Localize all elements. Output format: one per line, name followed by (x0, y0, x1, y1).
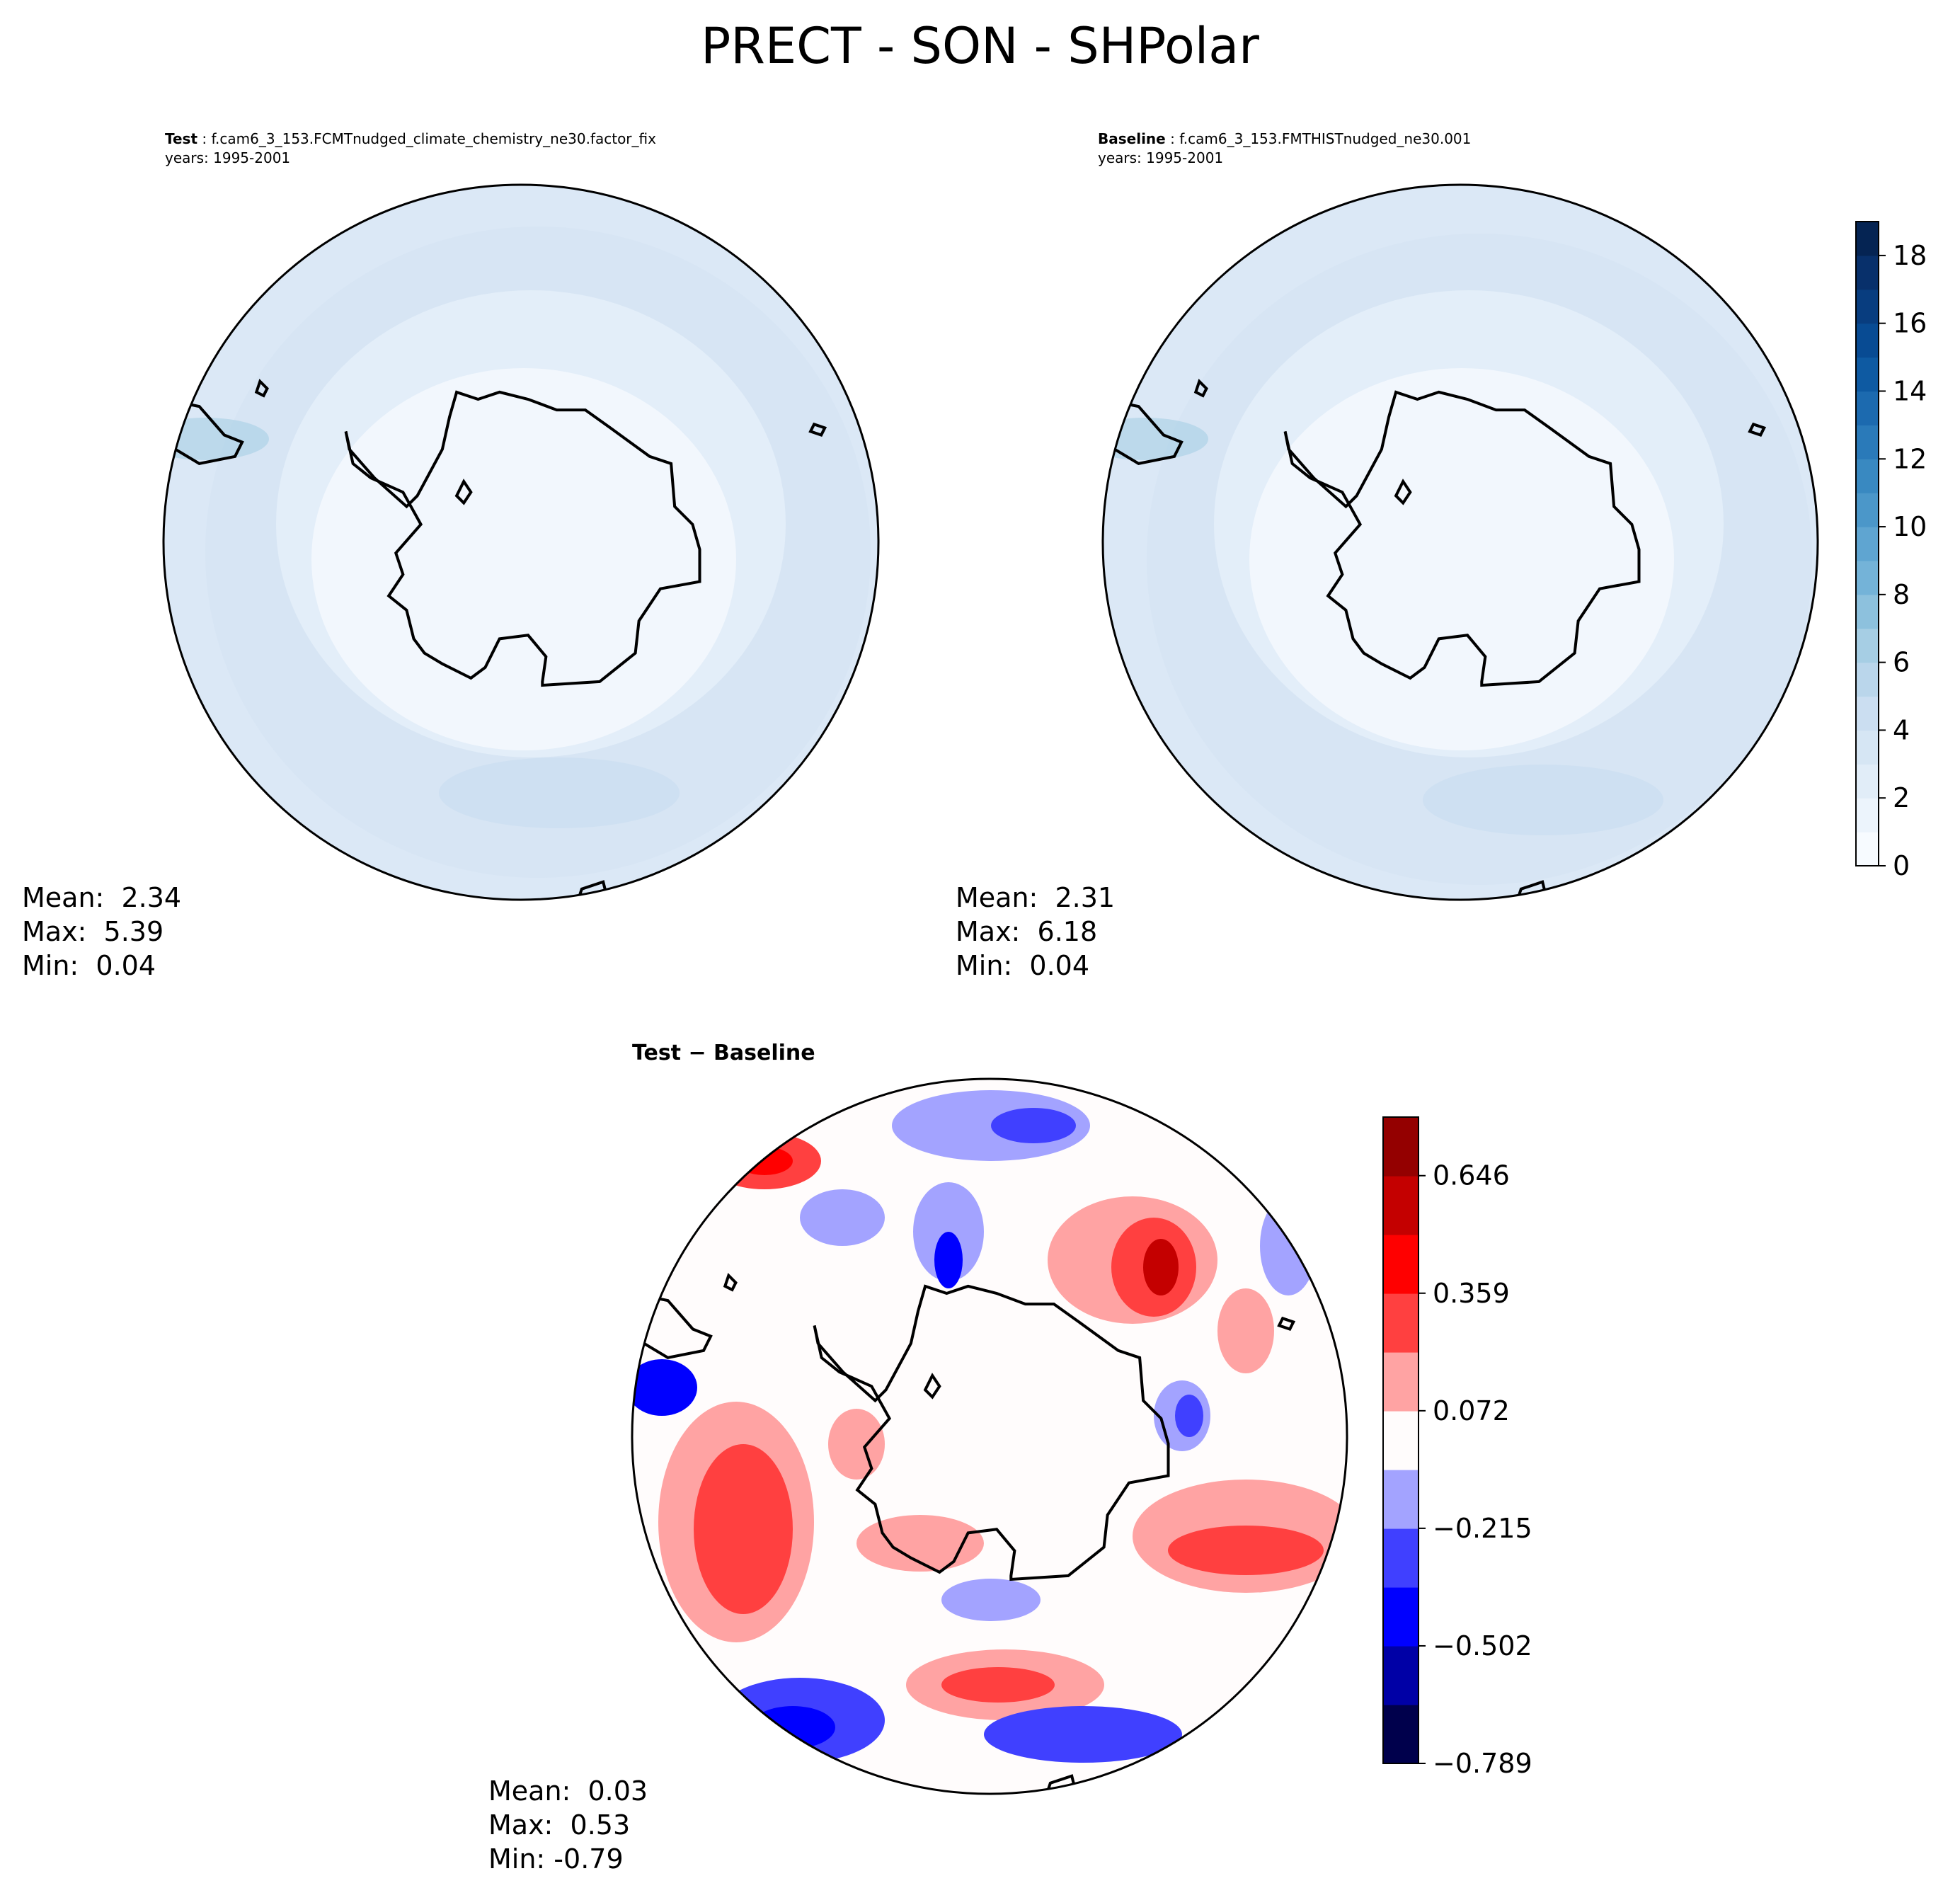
diff-colorbar-tick-label: 0.359 (1433, 1278, 1510, 1309)
baseline-panel-title: Baseline : f.cam6_3_153.FMTHISTnudged_ne… (1098, 130, 1472, 166)
precip-colorbar-band (1856, 696, 1879, 731)
diff-colorbar-band (1383, 1176, 1419, 1235)
precip-colorbar-band (1856, 560, 1879, 595)
test-min: Min: 0.04 (22, 950, 156, 981)
diff-colorbar-tick-label: −0.789 (1433, 1748, 1532, 1779)
diff-colorbar-band (1383, 1235, 1419, 1294)
diff-colorbar-band (1383, 1705, 1419, 1764)
diff-colorbar-tick-label: −0.502 (1433, 1630, 1532, 1661)
diff-mean: Mean: 0.03 (488, 1775, 648, 1807)
diff-stats: Mean: 0.03 Max: 0.53 Min: -0.79 (488, 1774, 648, 1876)
precip-colorbar-band (1856, 764, 1879, 799)
precip-colorbar-tick-label: 6 (1893, 647, 1910, 678)
precip-colorbar-band (1856, 493, 1879, 527)
precip-colorbar-band (1856, 798, 1879, 833)
precip-colorbar-tick-label: 2 (1893, 782, 1910, 813)
test-stats: Mean: 2.34 Max: 5.39 Min: 0.04 (22, 881, 181, 983)
precip-colorbar-tick-label: 4 (1893, 714, 1910, 745)
precip-colorbar-tick-label: 12 (1893, 443, 1927, 474)
precip-colorbar-band (1856, 222, 1879, 256)
figure-title: PRECT - SON - SHPolar (701, 17, 1259, 75)
baseline-max: Max: 6.18 (956, 916, 1098, 947)
test-case-name: f.cam6_3_153.FCMTnudged_climate_chemistr… (211, 130, 656, 147)
diff-colorbar-tick-label: −0.215 (1433, 1513, 1532, 1544)
precip-colorbar-band (1856, 628, 1879, 663)
diff-colorbar-band (1383, 1293, 1419, 1353)
precip-colorbar-band (1856, 323, 1879, 358)
baseline-case-name: f.cam6_3_153.FMTHISTnudged_ne30.001 (1179, 130, 1472, 147)
diff-colorbar-band (1383, 1470, 1419, 1529)
diff-colorbar-band (1383, 1528, 1419, 1588)
diff-colorbar-band (1383, 1646, 1419, 1705)
precip-colorbar-tick-label: 8 (1893, 579, 1910, 610)
precip-colorbar-band (1856, 832, 1879, 866)
precip-colorbar-band (1856, 527, 1879, 561)
diff-colorbar: 0.646 0.359 0.072 −0.215 −0.502 −0.789 (1382, 1116, 1532, 1779)
baseline-map (1103, 185, 1818, 900)
diff-colorbar-band (1383, 1117, 1419, 1177)
diff-min: Min: -0.79 (488, 1843, 624, 1875)
baseline-mean: Mean: 2.31 (956, 882, 1116, 913)
precip-colorbar-band (1856, 730, 1879, 765)
diff-map (632, 1079, 1347, 1794)
precip-colorbar-tick-label: 18 (1893, 240, 1927, 271)
precip-colorbar-band (1856, 459, 1879, 493)
baseline-map-boundary (1101, 183, 1819, 901)
precip-colorbar-band (1856, 662, 1879, 697)
baseline-years: years: 1995-2001 (1098, 149, 1224, 166)
test-max: Max: 5.39 (22, 916, 164, 947)
precip-colorbar-tick-label: 14 (1893, 375, 1927, 406)
baseline-stats: Mean: 2.31 Max: 6.18 Min: 0.04 (956, 881, 1115, 983)
test-panel-title: Test : f.cam6_3_153.FCMTnudged_climate_c… (165, 130, 656, 166)
test-mean: Mean: 2.34 (22, 882, 182, 913)
precip-colorbar-band (1856, 289, 1879, 324)
diff-colorbar-band (1383, 1411, 1419, 1470)
test-label: Test (165, 130, 198, 147)
test-map-boundary (162, 183, 880, 901)
precip-colorbar-tick-label: 0 (1893, 850, 1910, 881)
precip-colorbar-band (1856, 357, 1879, 392)
diff-colorbar-band (1383, 1587, 1419, 1647)
diff-panel-title: Test − Baseline (632, 1041, 815, 1065)
diff-max: Max: 0.53 (488, 1809, 631, 1841)
baseline-min: Min: 0.04 (956, 950, 1089, 981)
diff-colorbar-band (1383, 1352, 1419, 1412)
precip-colorbar: 0 2 4 6 8 10 12 14 16 18 (1855, 221, 1927, 881)
test-map (164, 185, 878, 900)
precip-colorbar-tick-label: 16 (1893, 308, 1927, 339)
test-years: years: 1995-2001 (165, 149, 291, 166)
baseline-label: Baseline (1098, 130, 1166, 147)
precip-colorbar-band (1856, 594, 1879, 629)
diff-map-boundary (631, 1077, 1348, 1795)
precip-colorbar-band (1856, 425, 1879, 459)
precip-colorbar-frame (1855, 221, 1879, 866)
precip-colorbar-band (1856, 255, 1879, 290)
diff-colorbar-frame (1382, 1116, 1419, 1764)
diff-colorbar-tick-label: 0.646 (1433, 1160, 1510, 1191)
diff-colorbar-tick-label: 0.072 (1433, 1395, 1510, 1426)
precip-colorbar-band (1856, 391, 1879, 425)
precip-colorbar-tick-label: 10 (1893, 511, 1927, 542)
